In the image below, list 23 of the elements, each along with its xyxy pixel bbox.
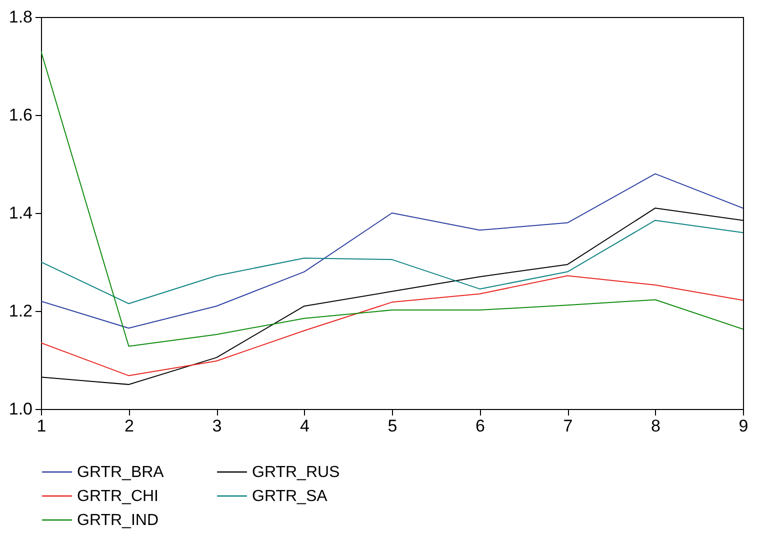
x-tick-label: 1: [36, 416, 46, 436]
y-tick-label: 1.2: [8, 302, 32, 320]
x-tick-label: 3: [212, 416, 222, 436]
y-tick-label: 1.4: [8, 204, 32, 222]
x-tick-label: 8: [651, 416, 660, 436]
legend-label: GRTR_BRA: [77, 464, 164, 481]
legend-label: GRTR_SA: [252, 488, 328, 505]
line-series: [41, 50, 743, 347]
line-series: [41, 275, 743, 376]
legend-label: GRTR_IND: [77, 512, 158, 529]
y-tick-label: 1.0: [8, 400, 32, 418]
x-tick-label: 7: [563, 416, 573, 436]
x-tick-label: 4: [300, 416, 310, 436]
y-tick-label: 1.6: [8, 106, 32, 124]
legend-label: GRTR_CHI: [77, 488, 158, 505]
x-tick-label: 2: [124, 416, 134, 436]
legend-label: GRTR_RUS: [252, 464, 340, 481]
x-tick-label: 6: [476, 416, 485, 436]
line-series: [41, 173, 743, 329]
x-tick-label: 5: [388, 416, 398, 436]
line-series: [41, 220, 743, 304]
x-tick-label: 9: [738, 416, 748, 436]
y-tick-label: 1.8: [8, 8, 32, 26]
